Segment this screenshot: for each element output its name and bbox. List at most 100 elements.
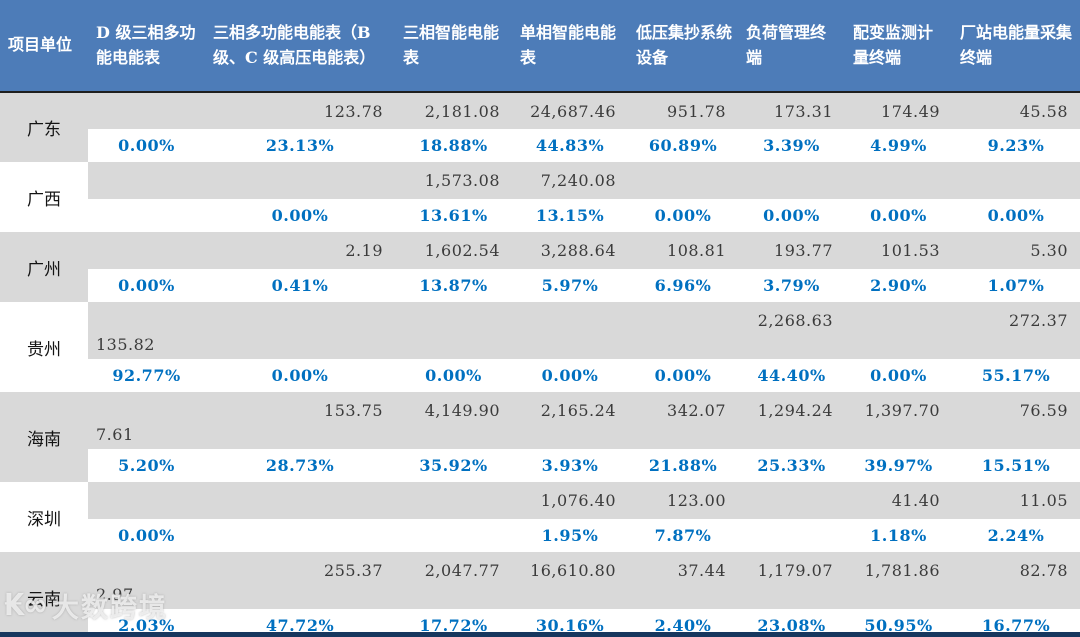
value-cell-5-7: 11.05 <box>952 482 1080 519</box>
percent-cell-2-1: 0.41% <box>205 269 395 302</box>
row-label-0: 广东 <box>0 92 88 162</box>
percent-cell-5-6: 1.18% <box>845 519 952 552</box>
value-cell-4-3: 2,165.24 <box>512 392 628 449</box>
value-cell-3-3 <box>512 302 628 359</box>
percent-cell-0-0: 0.00% <box>88 129 205 162</box>
value-cell-4-1: 153.75 <box>205 392 395 449</box>
percent-cell-0-5: 3.39% <box>738 129 845 162</box>
percent-cell-0-6: 4.99% <box>845 129 952 162</box>
value-cell-4-7: 76.59 <box>952 392 1080 449</box>
value-cell-1-5 <box>738 162 845 199</box>
value-cell-4-0: 7.61 <box>88 392 205 449</box>
column-header-2: 三相多功能电能表（B 级、C 级高压电能表） <box>205 0 395 93</box>
value-cell-6-4: 37.44 <box>628 552 738 609</box>
percent-cell-3-3: 0.00% <box>512 359 628 392</box>
value-cell-5-3: 1,076.40 <box>512 482 628 519</box>
value-cell-6-3: 16,610.80 <box>512 552 628 609</box>
percent-cell-4-7: 15.51% <box>952 449 1080 482</box>
percent-cell-1-0 <box>88 199 205 232</box>
value-cell-5-2 <box>395 482 512 519</box>
percent-cell-4-1: 28.73% <box>205 449 395 482</box>
percent-cell-0-1: 23.13% <box>205 129 395 162</box>
row-label-6: 云南 <box>0 552 88 637</box>
percent-cell-1-5: 0.00% <box>738 199 845 232</box>
row-label-5: 深圳 <box>0 482 88 552</box>
percent-cell-0-3: 44.83% <box>512 129 628 162</box>
value-cell-2-0 <box>88 232 205 269</box>
percent-cell-3-6: 0.00% <box>845 359 952 392</box>
value-cell-1-3: 7,240.08 <box>512 162 628 199</box>
value-cell-3-6 <box>845 302 952 359</box>
value-cell-3-0: 135.82 <box>88 302 205 359</box>
row-label-3: 贵州 <box>0 302 88 392</box>
percent-cell-4-5: 25.33% <box>738 449 845 482</box>
value-cell-5-1 <box>205 482 395 519</box>
value-cell-1-7 <box>952 162 1080 199</box>
percent-cell-1-7: 0.00% <box>952 199 1080 232</box>
column-header-4: 单相智能电能表 <box>512 0 628 93</box>
percent-cell-4-3: 3.93% <box>512 449 628 482</box>
value-cell-0-7: 45.58 <box>952 92 1080 129</box>
value-cell-6-6: 1,781.86 <box>845 552 952 609</box>
value-cell-6-5: 1,179.07 <box>738 552 845 609</box>
column-header-1: D 级三相多功能电能表 <box>88 0 205 93</box>
percent-cell-2-6: 2.90% <box>845 269 952 302</box>
percent-cell-5-7: 2.24% <box>952 519 1080 552</box>
column-header-8: 厂站电能量采集终端 <box>952 0 1080 93</box>
percent-cell-5-4: 7.87% <box>628 519 738 552</box>
column-header-6: 负荷管理终端 <box>738 0 845 93</box>
value-cell-6-0: 2.97 <box>88 552 205 609</box>
value-cell-2-6: 101.53 <box>845 232 952 269</box>
percent-cell-1-2: 13.61% <box>395 199 512 232</box>
percent-cell-1-4: 0.00% <box>628 199 738 232</box>
percent-cell-1-1: 0.00% <box>205 199 395 232</box>
percent-cell-5-0: 0.00% <box>88 519 205 552</box>
column-header-0: 项目单位 <box>0 0 88 93</box>
value-cell-3-5: 2,268.63 <box>738 302 845 359</box>
value-cell-5-5 <box>738 482 845 519</box>
percent-cell-3-0: 92.77% <box>88 359 205 392</box>
percent-cell-0-7: 9.23% <box>952 129 1080 162</box>
value-cell-6-1: 255.37 <box>205 552 395 609</box>
row-label-2: 广州 <box>0 232 88 302</box>
value-cell-0-1: 123.78 <box>205 92 395 129</box>
percent-cell-5-5 <box>738 519 845 552</box>
percent-cell-4-0: 5.20% <box>88 449 205 482</box>
value-cell-2-2: 1,602.54 <box>395 232 512 269</box>
percent-cell-5-3: 1.95% <box>512 519 628 552</box>
percent-cell-3-2: 0.00% <box>395 359 512 392</box>
value-cell-1-6 <box>845 162 952 199</box>
value-cell-5-0 <box>88 482 205 519</box>
percent-cell-4-4: 21.88% <box>628 449 738 482</box>
value-cell-0-6: 174.49 <box>845 92 952 129</box>
percent-cell-3-5: 44.40% <box>738 359 845 392</box>
value-cell-1-1 <box>205 162 395 199</box>
value-cell-0-3: 24,687.46 <box>512 92 628 129</box>
value-cell-4-2: 4,149.90 <box>395 392 512 449</box>
value-cell-2-5: 193.77 <box>738 232 845 269</box>
percent-cell-2-4: 6.96% <box>628 269 738 302</box>
value-cell-4-6: 1,397.70 <box>845 392 952 449</box>
value-cell-3-4 <box>628 302 738 359</box>
value-cell-6-7: 82.78 <box>952 552 1080 609</box>
percent-cell-5-1 <box>205 519 395 552</box>
column-header-3: 三相智能电能表 <box>395 0 512 93</box>
value-cell-5-4: 123.00 <box>628 482 738 519</box>
value-cell-4-4: 342.07 <box>628 392 738 449</box>
percent-cell-4-2: 35.92% <box>395 449 512 482</box>
percent-cell-0-2: 18.88% <box>395 129 512 162</box>
value-cell-1-4 <box>628 162 738 199</box>
percent-cell-5-2 <box>395 519 512 552</box>
percent-cell-3-4: 0.00% <box>628 359 738 392</box>
value-cell-3-2 <box>395 302 512 359</box>
value-cell-1-0 <box>88 162 205 199</box>
percent-cell-1-3: 13.15% <box>512 199 628 232</box>
percent-cell-0-4: 60.89% <box>628 129 738 162</box>
percent-cell-4-6: 39.97% <box>845 449 952 482</box>
value-cell-3-1 <box>205 302 395 359</box>
bottom-border-bar <box>0 632 1080 637</box>
column-header-7: 配变监测计量终端 <box>845 0 952 93</box>
percent-cell-2-3: 5.97% <box>512 269 628 302</box>
